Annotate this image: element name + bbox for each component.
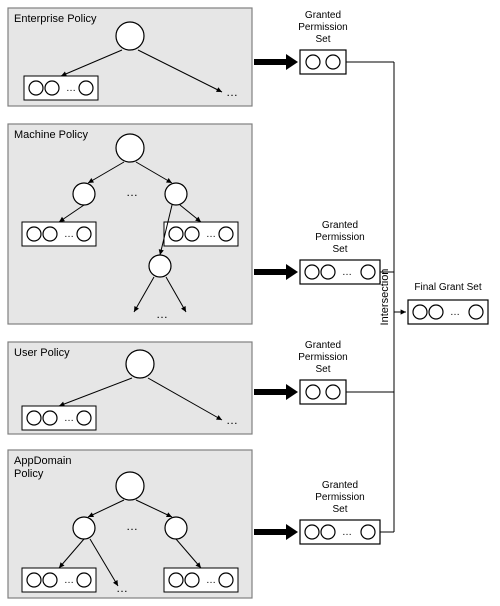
svg-text:…: … [226, 413, 238, 427]
svg-text:Set: Set [315, 34, 330, 45]
svg-text:Set: Set [315, 364, 330, 375]
svg-text:…: … [342, 267, 352, 278]
panel-enterprise: Enterprise Policy … … [8, 8, 252, 106]
svg-text:Permission: Permission [298, 22, 347, 33]
svg-text:…: … [64, 229, 74, 240]
svg-text:…: … [206, 229, 216, 240]
svg-text:…: … [126, 185, 138, 199]
svg-text:User Policy: User Policy [14, 347, 70, 359]
panel-machine: Machine Policy … … … … [8, 124, 252, 324]
svg-text:Intersection: Intersection [379, 269, 391, 326]
svg-text:Permission: Permission [315, 492, 364, 503]
svg-text:Permission: Permission [298, 352, 347, 363]
svg-text:Permission: Permission [315, 232, 364, 243]
svg-text:Policy: Policy [14, 468, 44, 480]
svg-text:…: … [116, 581, 128, 595]
panel-appdomain: AppDomainPolicy … … … … [8, 450, 252, 598]
svg-text:…: … [64, 575, 74, 586]
svg-text:…: … [226, 85, 238, 99]
svg-text:Granted: Granted [305, 340, 341, 351]
svg-text:Final Grant Set: Final Grant Set [414, 282, 481, 293]
svg-text:Granted: Granted [322, 480, 358, 491]
svg-text:Machine Policy: Machine Policy [14, 129, 88, 141]
svg-text:Granted: Granted [305, 10, 341, 21]
svg-text:…: … [450, 307, 460, 318]
svg-text:AppDomain: AppDomain [14, 455, 71, 467]
svg-text:Granted: Granted [322, 220, 358, 231]
svg-text:…: … [126, 519, 138, 533]
svg-text:…: … [206, 575, 216, 586]
svg-text:…: … [342, 527, 352, 538]
svg-text:…: … [64, 413, 74, 424]
svg-text:Set: Set [332, 504, 347, 515]
svg-text:Set: Set [332, 244, 347, 255]
svg-text:…: … [66, 83, 76, 94]
panel-user: User Policy … … [8, 342, 252, 434]
svg-text:…: … [156, 307, 168, 321]
svg-text:Enterprise Policy: Enterprise Policy [14, 13, 97, 25]
